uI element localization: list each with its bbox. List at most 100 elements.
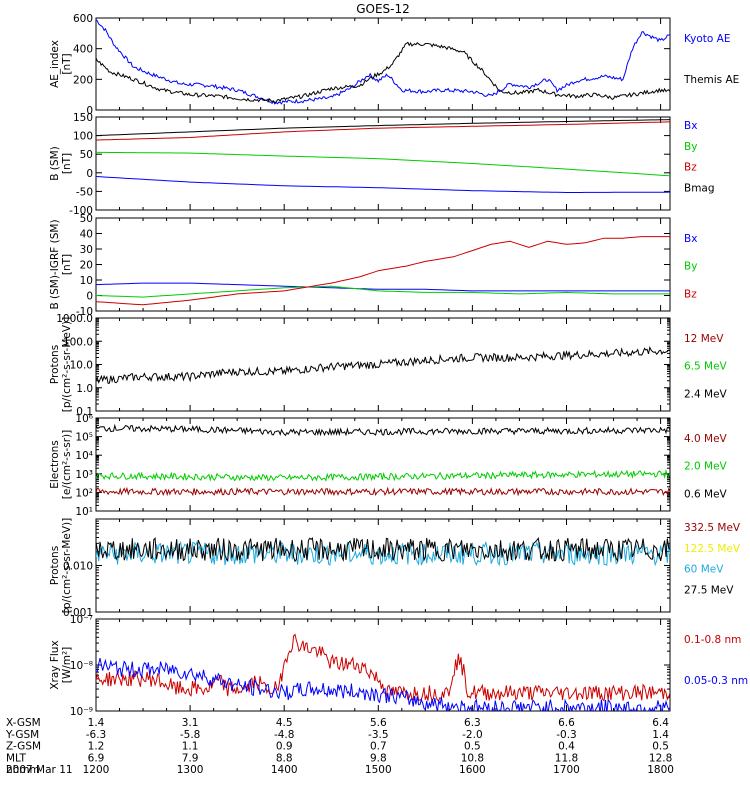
y-tick-label: 10⁴ [75,450,93,462]
y-tick-label: 100 [73,131,93,143]
chart-title: GOES-12 [356,2,410,16]
ephem-cell: 1800 [647,764,674,776]
legend-entry: 12 MeV [684,333,724,345]
panel-4: 0.1 1.0 10.0 100.0 1000.0 Protons [p/(cm²-s-sr… [49,313,728,418]
series-lines [96,236,670,306]
ephem-cell: 1200 [83,764,110,776]
legend-entry: Bmag [684,182,715,194]
y-tick-label: 400 [73,44,93,56]
y-tick-label: 150 [73,112,93,124]
series-lines [96,423,670,497]
y-tick-label: 10³ [75,469,93,481]
ephem-cell: 1400 [271,764,298,776]
panel-2: -100 -50 0 50 100 150 B (SM) [nT] Bx By Bz Bmag [49,112,715,217]
ephem-row-label: Y-GSM [5,729,39,741]
ephem-cell: 6.4 [652,717,669,729]
y-tick-label: 50 [80,213,93,225]
y-axis-title: Electrons [49,440,61,489]
ephem-row-label: MLT [6,752,26,764]
ephem-cell: 6.3 [464,717,481,729]
series-line [96,176,670,193]
legend-entry: 122.5 MeV [684,543,741,555]
series-line [96,486,670,497]
y-tick-label: 0 [86,168,93,180]
ephem-cell: 4.5 [276,717,293,729]
y-tick-label: -50 [76,186,93,198]
legend-entry: 6.5 MeV [684,361,728,373]
ephem-cell: 0.5 [464,741,481,753]
ephem-cell: 1.2 [88,741,105,753]
y-tick-label: 1.0 [76,383,93,395]
legend-entry: Themis AE [683,74,739,86]
panel-frame [95,217,671,312]
y-tick-label: 50 [80,149,93,161]
legend-entry: Kyoto AE [684,33,730,45]
ephem-cell: 0.7 [370,741,387,753]
y-axis-unit: [W/m²] [61,647,73,684]
y-tick-label: 100.0 [63,336,93,348]
y-axis-unit: [p/(cm²-s-sr-MeV)] [61,317,73,412]
ephem-row-label: X-GSM [6,717,41,729]
series-line [96,285,670,298]
ephem-cell: -2.0 [462,729,483,741]
y-tick-label: 10 [80,275,93,287]
legend-entry: 2.0 MeV [684,461,728,473]
legend-entry: By [684,141,697,153]
legend-entry: 27.5 MeV [684,584,734,596]
ephem-cell: 7.9 [182,752,199,764]
ephem-cell: 8.8 [276,752,293,764]
y-axis-title: AE_index [49,40,61,88]
y-tick-label: 20 [80,260,93,272]
ephem-cell: 10.8 [461,752,484,764]
panel-frame [95,317,671,412]
panel-1: 0 200 400 600 AE_index [nT] Kyoto AE Themis AE [49,13,739,117]
panel-frame [95,417,671,512]
ephem-cell: 1600 [459,764,486,776]
panel-7: 10⁻⁹ 10⁻⁸ 10⁻⁷ Xray Flux [W/m²] 0.1-0.8 nm 0.0… [49,614,748,718]
series-lines [96,537,670,567]
ephem-cell: 3.1 [182,717,199,729]
y-tick-label: 1000.0 [56,313,93,325]
series-line [96,236,670,306]
legend-entry: 332.5 MeV [684,522,741,534]
y-axis-title: B (SM)-IGRF (SM) [49,219,61,309]
series-line [96,633,670,702]
ephem-row-label: Z-GSM [6,741,41,753]
series-lines [96,19,670,105]
series-line [96,346,670,384]
series-lines [96,346,670,384]
y-tick-label: -10 [76,306,93,318]
legend-entry: By [684,261,697,273]
date-label: 2007 Mar 11 [6,764,73,776]
panel-frame [95,618,671,712]
y-axis-title: Xray Flux [49,640,61,689]
y-tick-label: 10⁶ [75,413,93,425]
y-tick-label: 10¹ [75,506,93,518]
ephem-cell: 11.8 [555,752,578,764]
y-axis-title: Protons [49,345,61,384]
y-axis-title: B (SM) [49,146,61,180]
y-axis-unit: [e/(cm²-s-sr)] [61,430,73,499]
ephem-cell: 6.9 [88,752,105,764]
ephem-cell: 12.8 [649,752,672,764]
series-line [96,282,670,292]
y-tick-label: 0.1 [76,406,93,418]
y-tick-label: 40 [80,229,93,241]
series-line [96,537,670,563]
ephem-cell: 1500 [365,764,392,776]
y-tick-label: 10⁻⁸ [70,660,93,672]
y-axis-unit: [p/(cm²-s-sr-MeV)] [61,518,73,613]
y-tick-label: 600 [73,13,93,25]
y-tick-label: 0 [86,105,93,117]
y-tick-label: 0.010 [63,561,93,573]
ephem-row-label: hhmm [6,764,40,776]
ephem-cell: 6.6 [558,717,575,729]
legend-entry: 2.4 MeV [684,388,728,400]
legend-entry: Bx [684,233,697,245]
y-tick-label: 0.001 [63,607,93,619]
y-tick-label: 10⁵ [75,432,93,444]
ephem-cell: 1.4 [652,729,669,741]
panel-5: 10¹ 10² 10³ 10⁴ 10⁵ 10⁶ Electrons [e/(cm²-s-sr)… [49,413,728,518]
